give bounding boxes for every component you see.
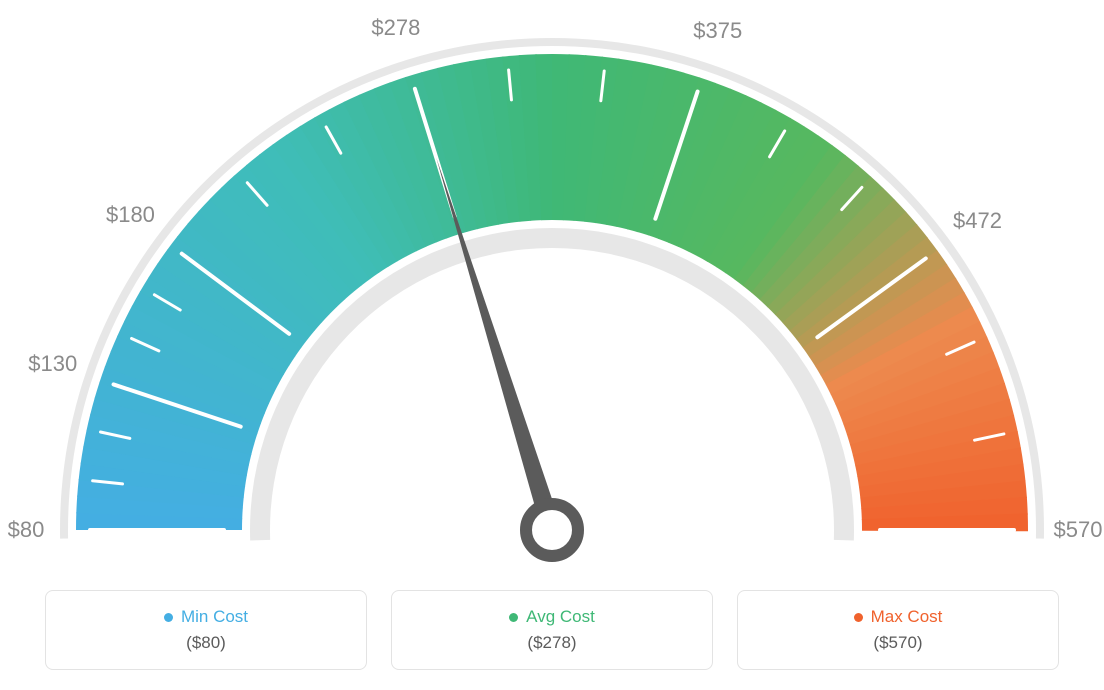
legend-value-max: ($570): [873, 633, 922, 653]
tick-label: $278: [371, 15, 420, 41]
tick-label: $472: [953, 208, 1002, 234]
legend-box-avg: Avg Cost ($278): [391, 590, 713, 670]
legend-title-row: Min Cost: [164, 607, 248, 627]
legend-title-row: Max Cost: [854, 607, 943, 627]
legend-title-min: Min Cost: [181, 607, 248, 627]
gauge-svg: [0, 0, 1104, 580]
legend-dot-max: [854, 613, 863, 622]
legend-title-avg: Avg Cost: [526, 607, 595, 627]
legend-title-row: Avg Cost: [509, 607, 595, 627]
gauge-area: $80 $130 $180 $278 $375 $472 $570: [0, 0, 1104, 580]
legend-title-max: Max Cost: [871, 607, 943, 627]
tick-label: $130: [28, 351, 77, 377]
tick-label: $375: [693, 18, 742, 44]
legend-row: Min Cost ($80) Avg Cost ($278) Max Cost …: [0, 590, 1104, 670]
tick-label: $180: [106, 202, 155, 228]
tick-label: $80: [8, 517, 45, 543]
legend-dot-min: [164, 613, 173, 622]
tick-label: $570: [1054, 517, 1103, 543]
legend-value-min: ($80): [186, 633, 226, 653]
legend-box-min: Min Cost ($80): [45, 590, 367, 670]
legend-box-max: Max Cost ($570): [737, 590, 1059, 670]
legend-dot-avg: [509, 613, 518, 622]
cost-gauge-chart: $80 $130 $180 $278 $375 $472 $570 Min Cost ($8…: [0, 0, 1104, 690]
legend-value-avg: ($278): [527, 633, 576, 653]
